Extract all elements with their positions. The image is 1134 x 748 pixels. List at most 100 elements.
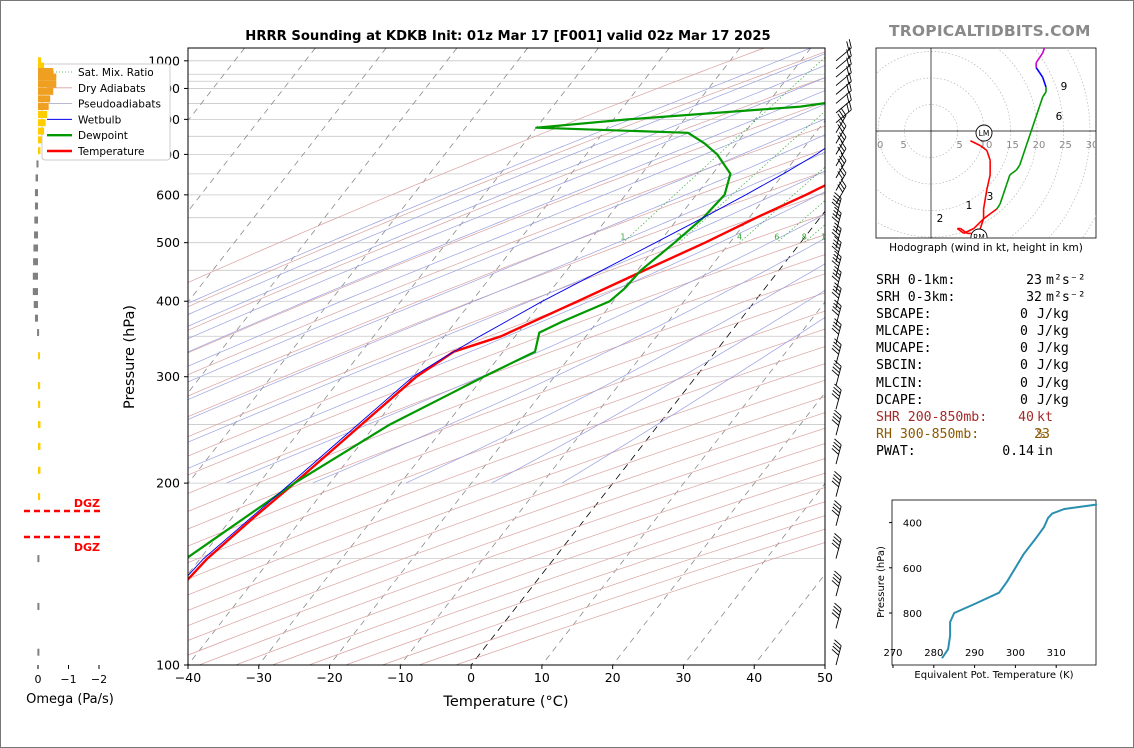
mixing-ratio-line: [678, 110, 825, 243]
barb-flag: [833, 363, 841, 370]
stat-value: 23: [1034, 426, 1050, 442]
barb-flag: [831, 327, 839, 335]
barb-flag: [832, 344, 840, 352]
omega-tick-label: −1: [60, 673, 76, 686]
barb-staff: [835, 608, 842, 629]
hodograph-height-label: 1: [966, 200, 973, 212]
omega-bar: [37, 329, 40, 337]
hodograph-segment: [1041, 77, 1047, 88]
barb-flag: [833, 503, 841, 510]
hodograph-ring-label: 10: [871, 140, 884, 151]
barb-flag: [833, 302, 841, 310]
barb-flag: [833, 321, 841, 329]
barb-flag: [834, 570, 842, 578]
isotherm-line: [400, 119, 825, 665]
omega-tick-label: −2: [91, 673, 107, 686]
barb-flag: [831, 260, 839, 267]
barb-flag: [839, 143, 845, 152]
barb-flag: [831, 309, 839, 316]
wind-barb: [835, 118, 847, 144]
theta-tick-label: 310: [1047, 648, 1066, 659]
wind-barb: [831, 383, 842, 410]
barb-flag: [833, 412, 841, 420]
stat-row: MLCAPE: 0 J/kg: [876, 323, 1106, 340]
hodograph-segment: [996, 203, 1001, 210]
wind-barb: [831, 299, 842, 326]
dry-adiabat-line: [188, 125, 825, 376]
storm-motion-label: LM: [979, 129, 990, 138]
stat-row: SBCAPE: 0 J/kg: [876, 306, 1106, 323]
omega-bar: [38, 119, 46, 127]
barb-flag: [832, 306, 840, 313]
omega-bar: [34, 202, 38, 210]
barb-flag: [837, 146, 844, 155]
wind-barb: [835, 91, 852, 114]
barb-flag: [837, 113, 844, 122]
isotherm-line: [612, 392, 825, 665]
barb-flag: [831, 216, 839, 223]
barb-staff: [835, 81, 852, 95]
hodograph-segment: [1038, 72, 1044, 78]
stat-unit: m²s⁻²: [1046, 290, 1086, 306]
barb-staff: [835, 272, 842, 292]
legend-label: Temperature: [77, 146, 145, 158]
stat-row: SRH 0-1km: 23 m²s⁻²: [876, 272, 1106, 289]
barb-staff: [835, 55, 852, 70]
barb-flag: [832, 416, 840, 423]
skewt-plot-border: [187, 47, 826, 666]
wind-barb: [831, 206, 842, 233]
stat-value: 0: [1020, 358, 1028, 374]
stat-value: 40: [1018, 409, 1034, 425]
barb-flag: [831, 393, 839, 400]
dry-adiabat-line: [188, 234, 825, 476]
theta-tick-label: 290: [965, 648, 984, 659]
wind-barbs: [831, 39, 852, 666]
hodograph-height-label: 3: [987, 191, 994, 203]
temperature-axis-label: Temperature (°C): [442, 694, 568, 710]
hodograph-ring-label: 35: [1112, 140, 1125, 151]
wind-barb: [831, 602, 842, 629]
dry-adiabat-line: [188, 396, 825, 626]
barb-flag: [834, 639, 842, 647]
barb-staff: [835, 645, 842, 666]
barb-staff: [835, 125, 847, 144]
hodograph-ring-label: 25: [1059, 140, 1072, 151]
barb-flag: [840, 107, 847, 116]
omega-bar: [38, 421, 41, 429]
pseudoadiabat-line: [188, 65, 825, 327]
omega-bar: [38, 400, 41, 408]
barb-staff: [835, 477, 842, 497]
y-tick-label: 300: [156, 369, 180, 384]
barb-flag: [831, 231, 839, 239]
hodograph-segment: [986, 174, 991, 190]
barb-flag: [831, 542, 839, 550]
barb-flag: [840, 152, 847, 161]
omega-panel: 0 −1 −2 Omega (Pa/s) DGZ DGZ: [24, 57, 114, 707]
wind-barb: [835, 178, 847, 204]
hodograph-segment: [1022, 145, 1028, 156]
barb-flag: [833, 195, 841, 202]
stat-label: RH 300-850mb:: [876, 426, 980, 442]
dry-adiabat-line: [188, 310, 825, 547]
pseudoadiabat-line: [188, 151, 825, 420]
dry-adiabat-line: [188, 192, 825, 438]
stat-label: MUCAPE:: [876, 341, 932, 357]
hodograph-segment: [956, 227, 965, 235]
omega-bar: [37, 648, 40, 656]
barb-flag: [831, 612, 839, 619]
x-tick-label: −10: [387, 670, 413, 685]
stat-label: SBCAPE:: [876, 307, 932, 323]
hodograph-ring-label: 10: [980, 140, 993, 151]
isotherm-line: [329, 48, 812, 665]
stat-label: SHR 200-850mb:: [876, 409, 988, 425]
hodograph-segment: [1038, 52, 1044, 59]
x-tick-label: −20: [316, 670, 342, 685]
wind-barb: [831, 470, 842, 497]
barb-flag: [832, 506, 840, 514]
barb-flag: [839, 121, 845, 130]
barb-flag: [846, 41, 850, 51]
barb-flag: [833, 642, 841, 650]
stat-label: SRH 0-3km:: [876, 290, 956, 306]
stat-row: DCAPE: 0 J/kg: [876, 392, 1106, 409]
omega-bar: [32, 272, 38, 280]
